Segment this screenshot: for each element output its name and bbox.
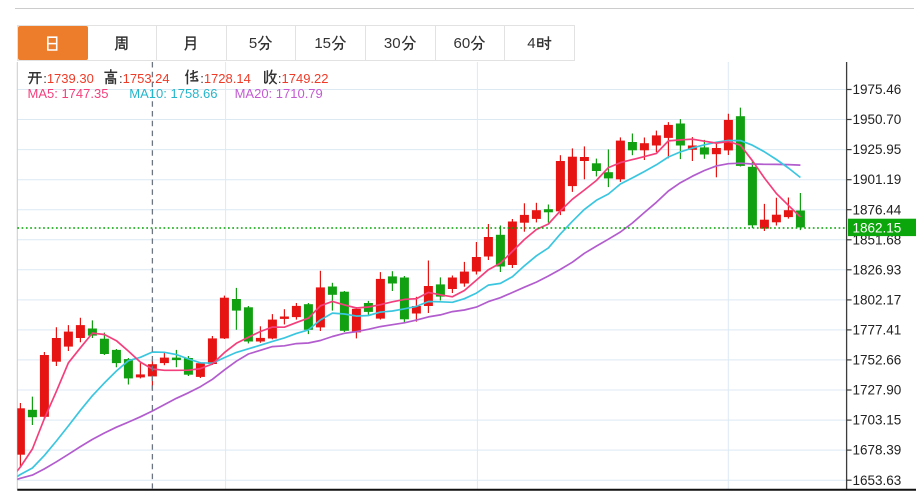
svg-text:1752.66: 1752.66	[853, 353, 902, 368]
svg-text:1950.70: 1950.70	[853, 112, 902, 127]
svg-text:1653.63: 1653.63	[853, 473, 902, 488]
svg-text:1862.15: 1862.15	[853, 221, 902, 236]
svg-text:1727.90: 1727.90	[853, 383, 902, 398]
svg-text:1901.19: 1901.19	[853, 172, 902, 187]
svg-text:1975.46: 1975.46	[853, 82, 902, 97]
svg-text:1777.41: 1777.41	[853, 323, 902, 338]
svg-text:1925.95: 1925.95	[853, 142, 902, 157]
svg-text:1802.17: 1802.17	[853, 293, 902, 308]
svg-text:1703.15: 1703.15	[853, 413, 902, 428]
svg-text:1876.44: 1876.44	[853, 202, 902, 217]
svg-text:1826.93: 1826.93	[853, 262, 902, 277]
svg-text:1678.39: 1678.39	[853, 443, 902, 458]
